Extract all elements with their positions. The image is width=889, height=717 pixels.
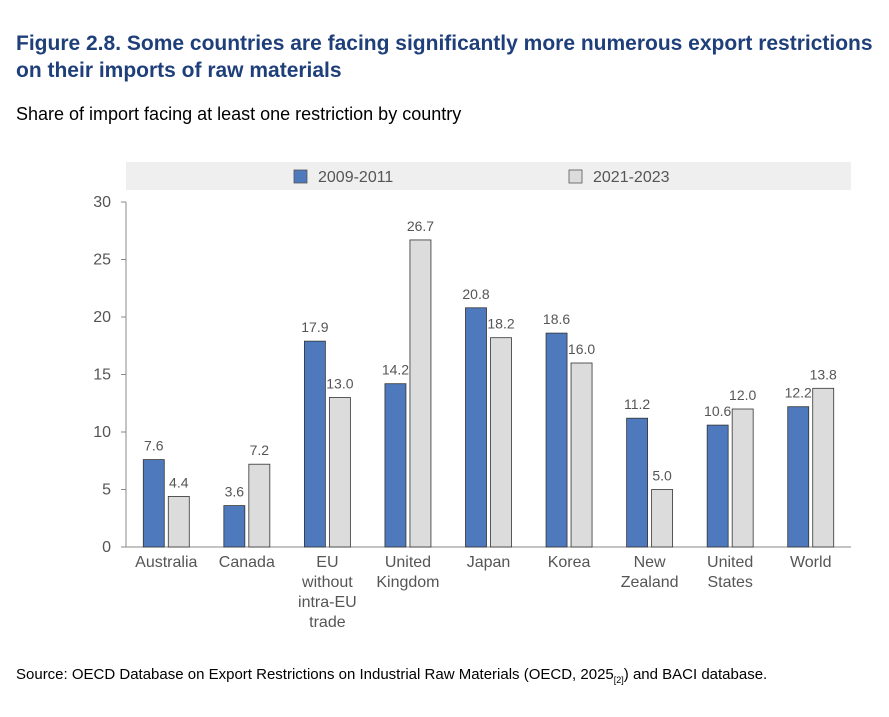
x-tick-label-line: Australia	[135, 554, 197, 571]
data-label: 5.0	[652, 468, 672, 484]
figure-title: Figure 2.8. Some countries are facing si…	[16, 32, 873, 82]
x-tick-label-line: Korea	[548, 554, 591, 571]
plot-area: 0 5 10 15 20 25 30 7.6 4.4 Australia 3.6 7.2 Canada 1…	[93, 194, 851, 631]
bar-united-states-2009-2011	[706, 424, 729, 548]
legend-background	[126, 162, 851, 190]
source-note: Source: OECD Database on Export Restrict…	[16, 666, 767, 685]
bar-world-2009-2011	[787, 406, 810, 548]
chart-legend: 2009-2011 2021-2023	[126, 162, 851, 190]
x-tick-label-line: States	[707, 574, 752, 591]
source-suffix: ) and BACI database.	[623, 666, 768, 683]
data-label: 26.7	[407, 218, 434, 234]
bar-canada-2009-2011	[223, 505, 246, 548]
bar-canada-2021-2023	[248, 463, 271, 548]
x-tick-label-line: Canada	[219, 554, 275, 571]
x-tick-label-line: Japan	[467, 554, 511, 571]
x-tick-label-line: EU	[316, 554, 338, 571]
x-tick-label-new-zealand: New Zealand	[621, 554, 679, 591]
data-label: 17.9	[301, 319, 328, 335]
y-tick-label: 15	[93, 367, 111, 384]
bar-australia-2021-2023	[167, 495, 190, 548]
data-label: 14.2	[382, 362, 409, 378]
legend-label-2021-2023: 2021-2023	[593, 169, 670, 186]
legend-swatch-2009-2011	[293, 169, 308, 184]
bar-united-states-2021-2023	[731, 408, 754, 548]
legend-swatch-2021-2023	[568, 169, 583, 184]
x-tick-label-australia: Australia	[135, 554, 197, 571]
y-tick-label: 5	[102, 482, 111, 499]
figure-subtitle: Share of import facing at least one rest…	[16, 104, 462, 124]
x-tick-label-line: trade	[309, 614, 346, 631]
x-tick-label-line: intra-EU	[298, 594, 357, 611]
bar-new-zealand-2009-2011	[626, 417, 649, 548]
x-tick-label-united-kingdom: United Kingdom	[376, 554, 439, 591]
data-label: 18.2	[487, 316, 514, 332]
bar-japan-2009-2011	[465, 307, 487, 548]
y-tick-label: 0	[102, 539, 111, 556]
data-label: 3.6	[225, 484, 245, 500]
x-tick-label-line: Kingdom	[376, 574, 439, 591]
bar-japan-2021-2023	[490, 337, 512, 548]
data-label: 11.2	[624, 396, 650, 412]
data-label: 13.0	[326, 376, 353, 392]
x-tick-label-line: United	[385, 554, 431, 571]
bar-australia-2009-2011	[142, 459, 165, 548]
bar-world-2021-2023	[812, 387, 835, 548]
data-label: 12.0	[729, 387, 756, 403]
x-tick-label-united-states: United States	[707, 554, 753, 591]
bar-united-kingdom-2009-2011	[384, 383, 407, 548]
y-tick-label: 20	[93, 309, 111, 326]
bar-united-kingdom-2021-2023	[409, 239, 432, 548]
bar-new-zealand-2021-2023	[651, 489, 674, 548]
data-label: 7.6	[144, 438, 164, 454]
y-tick-label: 25	[93, 252, 111, 269]
x-tick-label-korea: Korea	[548, 554, 591, 571]
x-tick-label-line: New	[634, 554, 666, 571]
data-label: 18.6	[543, 311, 570, 327]
data-label: 10.6	[704, 403, 731, 419]
x-tick-label-line: World	[790, 554, 832, 571]
y-tick-label: 10	[93, 424, 111, 441]
bar-eu-without-intra-eu-trade-2009-2011	[303, 340, 326, 548]
bar-eu-without-intra-eu-trade-2021-2023	[328, 397, 351, 548]
x-tick-label-japan: Japan	[467, 554, 511, 571]
source-reference: [2]	[613, 675, 624, 685]
data-label: 13.8	[810, 366, 837, 382]
legend-label-2009-2011: 2009-2011	[318, 169, 393, 186]
x-tick-label-line: United	[707, 554, 753, 571]
bar-chart: 2009-2011 2021-2023 0 5 10 15 20 25 30 7.6 4.4 Aus…	[93, 162, 851, 631]
data-label: 7.2	[250, 442, 270, 458]
x-tick-label-line: without	[301, 574, 353, 591]
x-tick-label-canada: Canada	[219, 554, 275, 571]
bar-korea-2021-2023	[570, 362, 593, 548]
x-tick-label-line: Zealand	[621, 574, 679, 591]
data-label: 12.2	[785, 385, 812, 401]
bar-korea-2009-2011	[545, 332, 568, 548]
source-prefix: Source: OECD Database on Export Restrict…	[16, 666, 614, 683]
data-label: 20.8	[462, 286, 489, 302]
data-label: 16.0	[568, 341, 595, 357]
x-tick-label-world: World	[790, 554, 832, 571]
y-tick-label: 30	[93, 194, 111, 211]
data-label: 4.4	[169, 474, 189, 490]
x-tick-label-eu-without-intra-eu-trade: EU without intra-EU trade	[298, 554, 357, 631]
